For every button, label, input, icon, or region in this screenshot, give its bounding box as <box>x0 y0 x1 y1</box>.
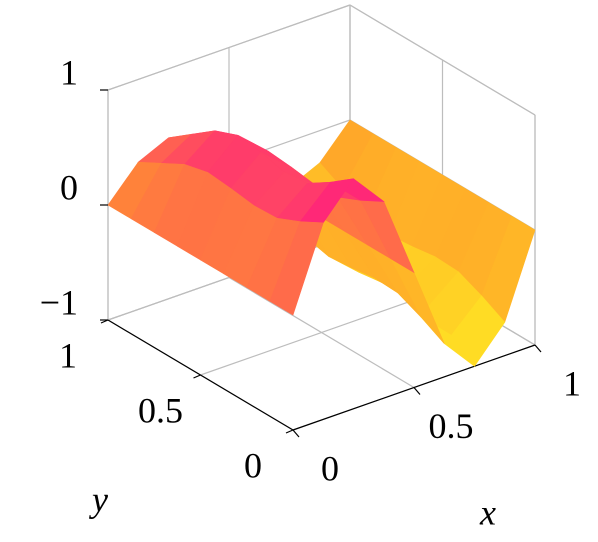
tick-mark <box>534 344 542 353</box>
z-tick-label: 1 <box>60 52 78 92</box>
z-tick-label: −1 <box>40 282 78 322</box>
x-tick-label: 1 <box>563 363 581 403</box>
tick-mark <box>285 429 294 434</box>
y-axis-label: y <box>89 479 108 519</box>
tick-mark <box>292 429 300 438</box>
surface <box>107 119 536 367</box>
x-tick-label: 0 <box>321 448 339 488</box>
y-tick-label: 0.5 <box>138 390 183 430</box>
grid-line <box>349 4 536 116</box>
z-tick-label: 0 <box>60 167 78 207</box>
x-axis-label: x <box>479 492 496 532</box>
tick-mark <box>193 374 201 379</box>
y-tick-label: 1 <box>59 335 77 375</box>
grid-line <box>200 289 443 376</box>
tick-mark <box>413 387 421 395</box>
x-tick-label: 0.5 <box>429 406 474 446</box>
grid-line <box>107 4 351 91</box>
surface-patch <box>269 221 324 316</box>
y-tick-label: 0 <box>244 445 262 485</box>
